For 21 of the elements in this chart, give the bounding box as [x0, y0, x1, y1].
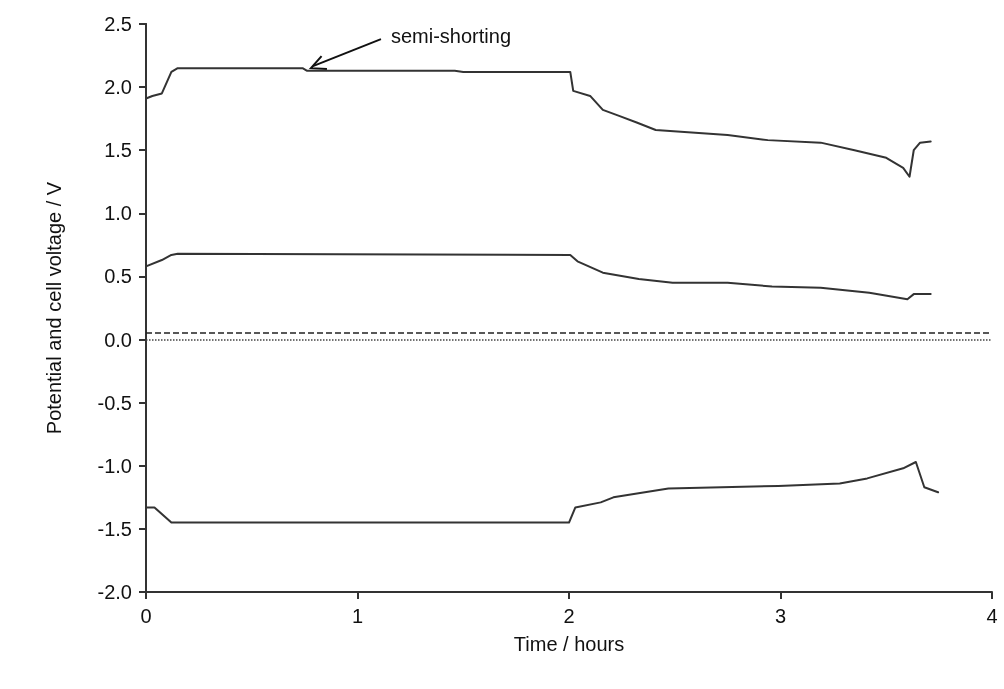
x-tick-label: 0 — [140, 605, 152, 627]
x-tick-label: 4 — [986, 605, 998, 627]
line-series — [145, 460, 940, 524]
y-tick-label: -0.5 — [97, 391, 132, 414]
y-tick-label: -2.0 — [97, 581, 132, 603]
x-axis-title: Time / hours — [513, 633, 625, 655]
y-tick-label: 1.5 — [104, 139, 132, 162]
line-series — [145, 252, 932, 301]
y-tick-label: 2.5 — [104, 13, 132, 35]
y-tick-label: 2.0 — [104, 76, 132, 99]
y-tick-label: 0.5 — [104, 265, 132, 288]
x-tick-label: 3 — [774, 605, 787, 627]
annotation: semi-shorting — [390, 25, 512, 48]
y-tick-label: 0.0 — [104, 328, 132, 351]
y-axis-title: Potential and cell voltage / V — [43, 181, 65, 435]
x-tick-label: 2 — [563, 605, 575, 627]
y-tick-label: 1.0 — [104, 202, 132, 225]
line-series — [145, 67, 932, 178]
x-tick-label: 1 — [351, 605, 364, 627]
y-tick-label: -1.5 — [97, 517, 132, 540]
y-tick-label: -1.0 — [97, 454, 132, 477]
